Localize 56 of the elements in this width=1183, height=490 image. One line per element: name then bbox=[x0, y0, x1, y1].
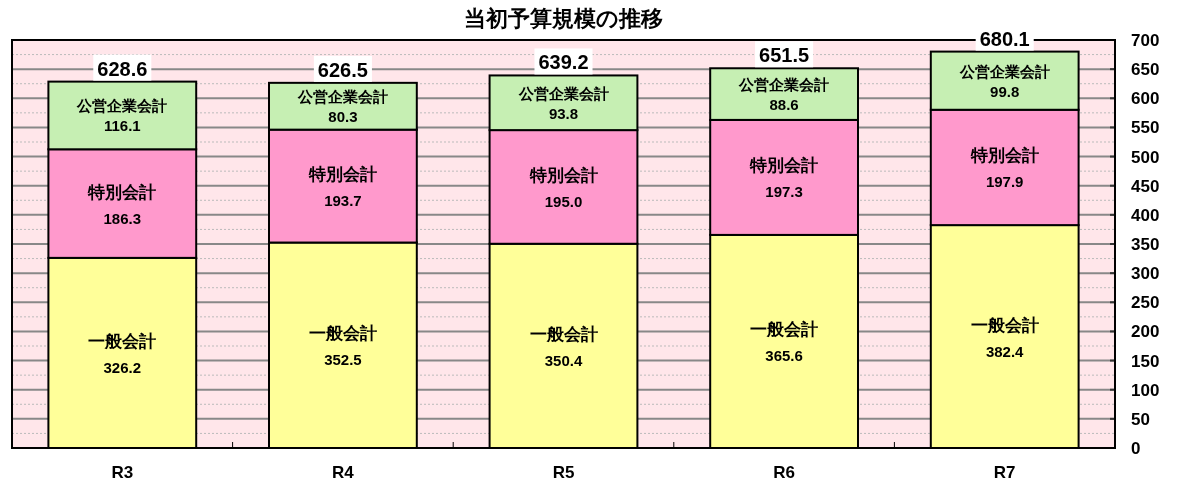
x-tick-label: R7 bbox=[993, 463, 1016, 482]
y-tick-label: 0 bbox=[1131, 439, 1141, 458]
data-label: 88.6 bbox=[769, 96, 799, 114]
series-label: 特別会計 bbox=[87, 182, 157, 202]
x-tick-label: R5 bbox=[552, 463, 575, 482]
text: 一般会計 bbox=[88, 331, 157, 351]
x-tick-label: R6 bbox=[773, 463, 795, 482]
y-tick-label: 250 bbox=[1131, 293, 1160, 313]
text: 特別会計 bbox=[750, 156, 819, 176]
y-tick-label: 500 bbox=[1131, 147, 1160, 167]
text: 特別会計 bbox=[529, 165, 598, 185]
y-tick-label: 550 bbox=[1131, 118, 1160, 138]
text: 一般会計 bbox=[308, 324, 377, 344]
y-tick-label: 650 bbox=[1131, 60, 1160, 80]
y-tick-label: 450 bbox=[1131, 176, 1160, 196]
data-label: 193.7 bbox=[324, 192, 362, 210]
text: 一般会計 bbox=[529, 324, 598, 344]
text: 公営企業会計 bbox=[518, 84, 609, 102]
y-tick-label: 150 bbox=[1131, 351, 1160, 371]
chart-title: 当初予算規模の推移 bbox=[464, 6, 663, 31]
data-label: 195.0 bbox=[544, 192, 583, 210]
y-tick-label: 50 bbox=[1131, 409, 1150, 429]
data-label: 116.1 bbox=[103, 117, 141, 135]
x-tick-label: R3 bbox=[111, 463, 134, 482]
series-label: 一般会計 bbox=[970, 315, 1039, 335]
text: 特別会計 bbox=[308, 165, 377, 185]
data-label: 197.9 bbox=[985, 173, 1024, 191]
total-label: 628.6 bbox=[97, 57, 148, 80]
text: 公営企業会計 bbox=[739, 76, 830, 94]
text: 公営企業会計 bbox=[959, 62, 1050, 80]
y-tick-label: 400 bbox=[1131, 205, 1160, 225]
total-label: 639.2 bbox=[538, 51, 589, 74]
y-tick-label: 350 bbox=[1131, 235, 1160, 254]
y-tick-label: 700 bbox=[1131, 31, 1160, 50]
text: 一般会計 bbox=[750, 320, 819, 340]
total-label: 680.1 bbox=[979, 27, 1030, 50]
total-label: 626.5 bbox=[317, 58, 368, 81]
y-tick-label: 200 bbox=[1131, 322, 1160, 342]
data-label: 382.4 bbox=[985, 342, 1025, 360]
data-label: 93.8 bbox=[548, 104, 579, 122]
text: 特別会計 bbox=[970, 146, 1039, 166]
x-tick-label: R4 bbox=[332, 463, 355, 482]
series-label: 公営企業会計 bbox=[296, 88, 388, 106]
text: 公営企業会計 bbox=[77, 97, 168, 115]
data-label: 197.3 bbox=[765, 183, 803, 201]
data-label: 326.2 bbox=[103, 358, 142, 376]
data-label: 99.8 bbox=[990, 82, 1020, 100]
y-tick-label: 100 bbox=[1131, 380, 1160, 400]
total-label: 651.5 bbox=[759, 44, 810, 67]
data-label: 352.5 bbox=[324, 351, 362, 369]
y-tick-label: 600 bbox=[1131, 89, 1160, 109]
data-label: 186.3 bbox=[103, 209, 142, 227]
data-label: 80.3 bbox=[328, 108, 358, 126]
data-label: 350.4 bbox=[544, 351, 583, 369]
data-label: 365.6 bbox=[765, 347, 803, 365]
y-tick-label: 300 bbox=[1131, 264, 1160, 284]
